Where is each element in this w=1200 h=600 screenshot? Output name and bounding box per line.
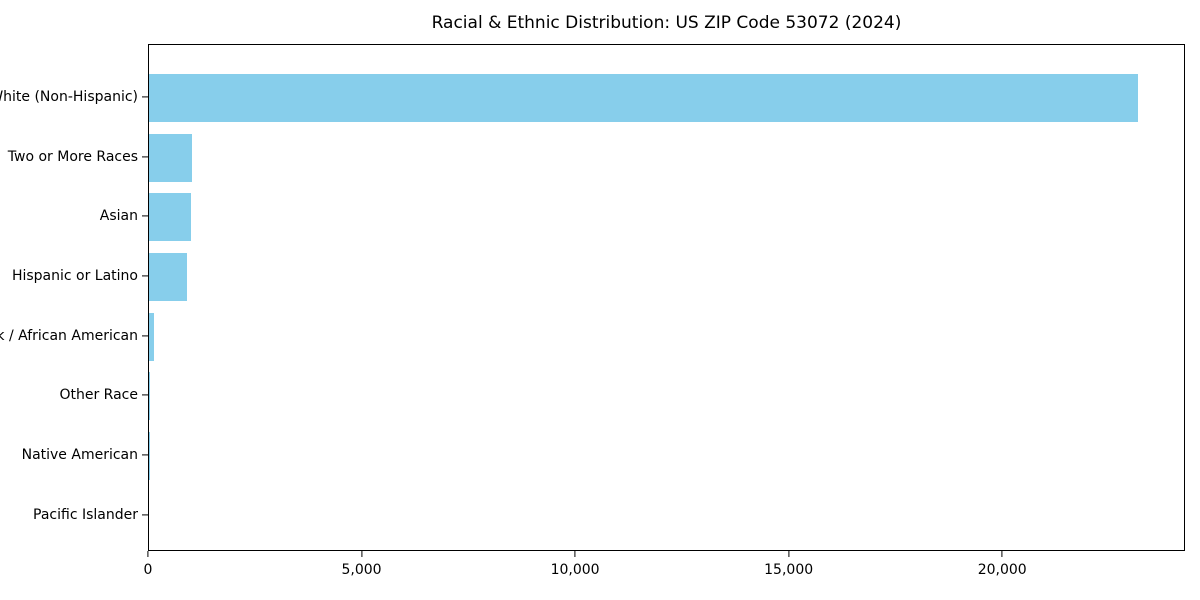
y-tick-label-hispanic-or-latino: Hispanic or Latino [11, 267, 138, 284]
x-tick-mark [1001, 551, 1003, 557]
x-tick-label-10-000: 10,000 [550, 562, 600, 578]
bar-black-african-american [149, 312, 154, 361]
y-tick-mark [142, 513, 148, 516]
bar-other-race [149, 372, 151, 421]
x-tick-mark [788, 551, 790, 557]
y-tick-label-native-american: Native American [21, 446, 138, 463]
x-tick-label-20-000: 20,000 [977, 562, 1027, 578]
y-tick-label-white-non-hispanic: White (Non-Hispanic) [0, 89, 138, 105]
y-tick-label-other-race: Other Race [59, 387, 138, 404]
bar-asian [149, 193, 192, 242]
y-tick-label-two-or-more-races: Two or More Races [7, 148, 138, 165]
plot-area [148, 44, 1185, 551]
y-tick-label-black-african-american: Black / African American [0, 327, 138, 344]
y-tick-mark [142, 275, 148, 277]
x-tick-label-0: 0 [143, 562, 153, 578]
y-tick-mark [142, 156, 148, 158]
y-tick-label-asian: Asian [99, 208, 138, 225]
y-tick-mark [142, 96, 148, 98]
y-tick-mark [142, 335, 148, 337]
x-tick-label-5-000: 5,000 [341, 562, 382, 578]
y-tick-label-pacific-islander: Pacific Islander [33, 506, 138, 523]
bar-white-non-hispanic [149, 74, 1138, 122]
y-tick-mark [142, 454, 148, 456]
bar-hispanic-or-latino [149, 252, 188, 301]
y-tick-mark [142, 215, 148, 217]
x-tick-mark [360, 551, 363, 557]
x-tick-label-15-000: 15,000 [764, 562, 814, 578]
x-tick-mark [147, 551, 149, 557]
y-tick-mark [142, 394, 148, 396]
x-tick-mark [574, 551, 576, 557]
chart-title: Racial & Ethnic Distribution: US ZIP Cod… [431, 13, 902, 33]
bar-two-or-more-races [149, 133, 192, 182]
